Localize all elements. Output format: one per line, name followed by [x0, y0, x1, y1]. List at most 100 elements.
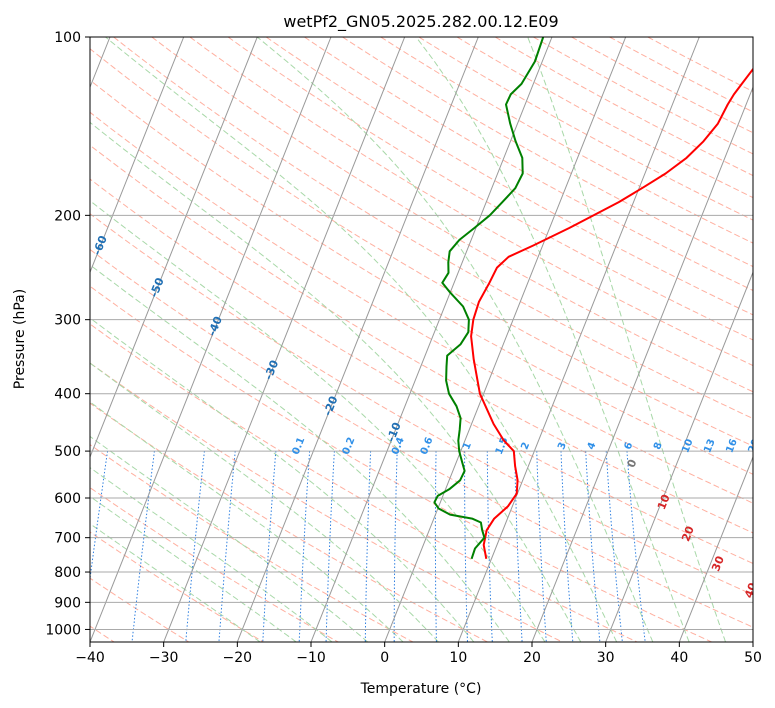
- mixing-ratio-label: 16: [724, 438, 739, 455]
- isotherm-line: [90, 37, 258, 459]
- x-tick-label: 10: [449, 650, 467, 666]
- dry-adiabat: [90, 577, 190, 642]
- isotherm-line: [457, 37, 700, 642]
- dry-adiabat: [227, 37, 753, 341]
- isotherm-line: [163, 37, 406, 642]
- theta-label: 30: [709, 554, 727, 573]
- y-ticks: 100 200 300 400 500 600 700 800 900 1000: [45, 30, 90, 638]
- dry-adiabat: [90, 144, 753, 534]
- freezing-level-label: 0: [625, 457, 640, 469]
- isotherm-labels: -100-90-80-70-60-50-40-30-20-100.10.20.4…: [35, 189, 775, 600]
- moist-adiabat: [90, 401, 404, 642]
- dry-adiabat: [265, 37, 753, 316]
- y-tick-label: 900: [54, 595, 81, 611]
- mixing-ratio-line: [218, 451, 236, 642]
- theta-label: 10: [655, 492, 673, 511]
- dry-adiabat: [494, 37, 753, 177]
- y-tick-label: 500: [54, 444, 81, 460]
- dry-adiabat: [90, 213, 753, 596]
- moist-adiabat: [90, 362, 439, 642]
- mixing-ratio-label: 2: [519, 441, 532, 452]
- mixing-ratio-line: [434, 451, 437, 642]
- mixing-ratio-line: [131, 451, 155, 642]
- mixing-ratio-line: [486, 451, 493, 642]
- moist-adiabat: [527, 37, 727, 642]
- dry-adiabat: [90, 487, 339, 642]
- background-lines: [90, 37, 753, 642]
- x-tick-label: 20: [523, 650, 541, 666]
- theta-label: 40: [742, 581, 760, 600]
- moist-adiabat: [90, 264, 510, 642]
- isotherm-line: [678, 455, 753, 642]
- moist-adiabat: [90, 467, 333, 642]
- mixing-ratio-line: [262, 451, 277, 642]
- dewpoint-profile-line: [433, 37, 545, 560]
- isotherm-line: [752, 640, 753, 642]
- y-tick-label: 200: [54, 208, 81, 224]
- x-tick-label: 40: [670, 650, 688, 666]
- dry-adiabat: [647, 37, 753, 93]
- isotherm-line: [90, 37, 332, 642]
- moist-adiabat: [256, 37, 654, 642]
- x-tick-label: −30: [149, 650, 179, 666]
- y-tick-label: 1000: [45, 622, 81, 638]
- dry-adiabat: [189, 37, 753, 367]
- mixing-ratio-line: [298, 451, 311, 642]
- y-tick-label: 800: [54, 565, 81, 581]
- mixing-ratio-line: [585, 451, 601, 642]
- dry-adiabat: [90, 402, 488, 642]
- dry-adiabat: [90, 48, 753, 447]
- moist-adiabat: [90, 121, 582, 642]
- isotherm-line: [236, 37, 479, 642]
- x-tick-label: −40: [75, 650, 105, 666]
- mixing-ratio-line: [605, 451, 623, 642]
- mixing-ratio-label: 1: [461, 441, 474, 452]
- moist-adiabat: [90, 317, 475, 642]
- dry-adiabat: [342, 37, 753, 268]
- dry-adiabat: [113, 37, 753, 420]
- dry-adiabat: [90, 79, 753, 475]
- dry-adiabat: [90, 178, 753, 565]
- dry-adiabat: [90, 323, 638, 642]
- mixing-ratio-label: 13: [702, 438, 717, 455]
- mixing-ratio-label: 10: [680, 438, 695, 455]
- mixing-ratio-line: [560, 451, 574, 642]
- isotherm-label: -40: [206, 314, 226, 338]
- dry-adiabat: [151, 37, 753, 393]
- y-tick-label: 100: [54, 30, 81, 46]
- y-axis-label: Pressure (hPa): [12, 289, 28, 389]
- mixing-ratio-label: 6: [623, 441, 636, 452]
- mixing-ratio-label: 8: [652, 441, 665, 452]
- isotherm-line: [90, 37, 185, 274]
- x-axis-label: Temperature (°C): [360, 681, 482, 697]
- isotherm-line: [384, 37, 627, 642]
- dry-adiabat: [90, 285, 712, 642]
- moist-adiabat: [415, 37, 690, 642]
- dry-adiabat: [533, 37, 753, 155]
- isotherm-line: [310, 37, 553, 642]
- mixing-ratio-line: [393, 451, 398, 642]
- y-tick-label: 600: [54, 491, 81, 507]
- y-tick-label: 300: [54, 313, 81, 329]
- isotherm-label: -70: [35, 189, 55, 213]
- chart-title: wetPf2_GN05.2025.282.00.12.E09: [283, 12, 558, 32]
- x-tick-label: 50: [744, 650, 762, 666]
- mixing-ratio-line: [90, 451, 109, 583]
- mixing-ratio-line: [536, 451, 547, 642]
- theta-label: 20: [679, 524, 697, 543]
- mixing-ratio-label: 4: [586, 441, 599, 452]
- isotherm-line: [531, 85, 753, 642]
- dry-adiabat: [304, 37, 753, 292]
- moist-adiabat: [90, 435, 369, 642]
- isotherm-label: -50: [147, 276, 167, 300]
- mixing-ratio-label: 20: [747, 438, 762, 455]
- mixing-ratio-line: [626, 451, 646, 642]
- mixing-ratio-line: [185, 451, 205, 642]
- dry-adiabat: [90, 444, 414, 642]
- dry-adiabat: [90, 248, 753, 628]
- mixing-ratio-label: 25: [769, 438, 775, 455]
- mixing-ratio-label: 0.6: [419, 436, 436, 457]
- x-tick-label: −10: [296, 650, 326, 666]
- dry-adiabat: [609, 37, 753, 113]
